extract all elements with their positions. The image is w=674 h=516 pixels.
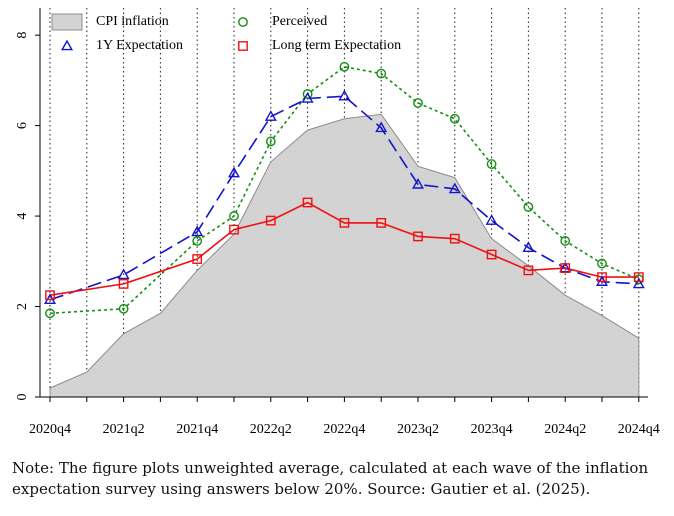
y-tick-label: 4 <box>15 213 30 220</box>
1y-expectation-point <box>412 177 424 189</box>
long-term-expectation-point <box>523 265 534 276</box>
y-tick-label: 2 <box>15 303 30 310</box>
1y-expectation-point <box>264 110 277 121</box>
long-term-expectation-point <box>45 290 55 301</box>
perceived-point <box>265 136 276 147</box>
x-tick-label: 2021q2 <box>103 422 145 437</box>
perceived-point <box>45 308 55 319</box>
y-tick-label: 0 <box>15 394 30 401</box>
legend-label-perceived: Perceived <box>272 14 327 29</box>
legend-key-long-term-expectation <box>238 41 248 51</box>
long-term-expectation-line <box>49 201 639 296</box>
perceived-line <box>49 65 640 315</box>
1y-expectation-point <box>522 241 535 253</box>
perceived-point <box>449 113 460 124</box>
y-tick-label: 8 <box>15 32 30 39</box>
perceived-point <box>560 236 571 246</box>
line-chart: 0 2 4 6 8 2020q4 2021q2 2021q4 2022q2 2022q4 2023q… <box>15 8 660 437</box>
axes: 0 2 4 6 8 2020q4 2021q2 2021q4 2022q2 2022q4 2023q… <box>15 8 660 437</box>
1y-expectation-point <box>448 182 461 194</box>
long-term-expectation-point <box>413 231 423 242</box>
long-term-expectation-point <box>560 263 571 273</box>
series-markers-layer <box>44 61 645 319</box>
perceived-point <box>192 236 203 246</box>
legend-label-long-term-expectation: Long term Expectation <box>272 38 401 53</box>
perceived-point <box>597 258 607 269</box>
legend-key-1y-expectation <box>61 39 73 51</box>
long-term-expectation-point <box>229 224 239 235</box>
1y-expectation-point <box>301 92 314 103</box>
long-term-expectation-point <box>118 279 129 289</box>
long-term-expectation-point <box>265 215 276 226</box>
series-lines-layer <box>49 65 640 315</box>
cpi-area-layer <box>49 113 640 398</box>
perceived-point <box>339 61 350 72</box>
x-tick-label: 2024q4 <box>618 422 660 437</box>
legend-key-cpi-inflation <box>51 13 83 31</box>
long-term-expectation-point <box>486 249 497 260</box>
figure-note: Note: The figure plots unweighted averag… <box>12 459 649 498</box>
x-tick-label: 2022q2 <box>250 422 292 437</box>
1y-expectation-point <box>338 89 351 101</box>
cpi-inflation-area <box>49 113 640 398</box>
x-tick-label: 2020q4 <box>29 422 71 437</box>
1y-expectation-point <box>117 268 130 280</box>
x-tick-label: 2022q4 <box>323 422 365 437</box>
x-tick-label: 2023q2 <box>397 422 439 437</box>
legend-label-cpi-inflation: CPI inflation <box>96 14 169 29</box>
perceived-point <box>376 68 387 79</box>
perceived-point <box>413 98 423 108</box>
y-tick-label: 6 <box>15 122 30 129</box>
perceived-point <box>302 89 313 99</box>
legend-key-perceived <box>238 17 248 27</box>
perceived-point <box>523 202 534 212</box>
long-term-expectation-point <box>633 272 644 283</box>
x-tick-label: 2023q4 <box>471 422 513 437</box>
1y-expectation-point <box>228 166 240 178</box>
perceived-point <box>486 159 497 169</box>
long-term-expectation-point <box>192 254 203 264</box>
perceived-point <box>229 211 239 221</box>
long-term-expectation-point <box>597 272 607 283</box>
legend-label-1y-expectation: 1Y Expectation <box>96 38 183 53</box>
1y-expectation-point <box>375 121 388 133</box>
1y-expectation-line <box>49 95 639 301</box>
perceived-point <box>118 303 129 314</box>
long-term-expectation-point <box>449 233 460 244</box>
x-tick-label: 2024q2 <box>544 422 586 437</box>
long-term-expectation-point <box>376 217 387 228</box>
legend: CPI inflation Perceived 1Y Expectation Long… <box>51 13 401 53</box>
long-term-expectation-point <box>302 197 313 208</box>
1y-expectation-point <box>485 214 498 225</box>
1y-expectation-point <box>191 225 204 237</box>
1y-expectation-point <box>632 277 645 289</box>
long-term-expectation-point <box>339 217 350 228</box>
x-tick-label: 2021q4 <box>176 422 218 437</box>
